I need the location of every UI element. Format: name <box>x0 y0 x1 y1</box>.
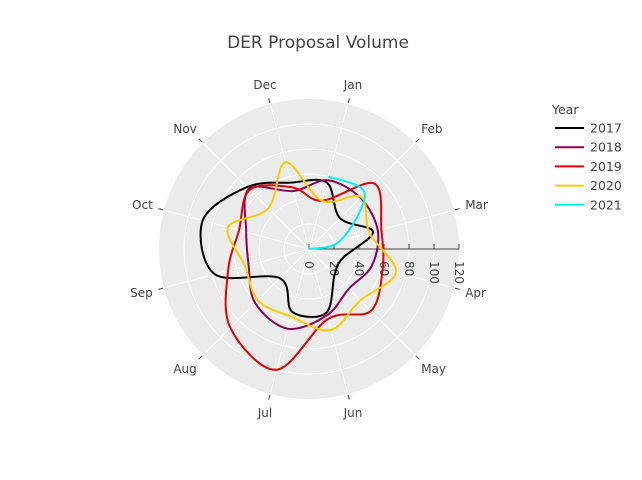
angular-tick-label: Sep <box>130 286 153 300</box>
legend-label: 2021 <box>590 197 622 212</box>
legend-item-2017[interactable]: 2017 <box>555 121 622 136</box>
angular-tick <box>198 138 203 143</box>
chart-title: DER Proposal Volume <box>227 33 409 53</box>
angular-gridline <box>308 142 416 250</box>
angular-gridline <box>202 248 310 356</box>
angular-tick <box>198 355 203 360</box>
radial-tick-label: 120 <box>452 261 466 284</box>
legend-label: 2019 <box>590 159 622 174</box>
angular-tick-label: Jan <box>343 78 363 92</box>
legend-item-2020[interactable]: 2020 <box>555 178 622 193</box>
angular-gridline <box>308 248 416 356</box>
series-line-2018 <box>243 179 380 331</box>
angular-tick <box>454 208 460 211</box>
angular-tick-label: Apr <box>465 286 486 300</box>
angular-gridline <box>308 248 349 395</box>
angular-gridline <box>308 248 455 289</box>
angular-tick <box>268 98 271 104</box>
angular-tick <box>158 208 164 211</box>
series-line-2021 <box>308 175 366 250</box>
radial-tick-label: 40 <box>352 261 366 276</box>
angular-tick-label: May <box>421 362 446 376</box>
legend-label: 2020 <box>590 178 622 193</box>
legend-item-2021[interactable]: 2021 <box>555 197 622 212</box>
angular-tick-label: Jun <box>343 406 363 420</box>
angular-axis: Jan Feb Mar Apr May Jun Jul Aug Sep Oct Nov Dec <box>130 78 488 420</box>
legend: Year 2017 2018 2019 2020 2021 <box>551 102 622 212</box>
traces <box>199 161 397 371</box>
angular-gridline <box>163 248 310 289</box>
legend-label: 2018 <box>590 140 622 155</box>
angular-tick <box>158 287 164 290</box>
series-line-2017 <box>199 178 374 318</box>
series-line-2020 <box>226 161 397 332</box>
radial-tick-label: 80 <box>402 261 416 276</box>
angular-tick-label: Nov <box>173 122 196 136</box>
angular-gridline <box>202 142 310 250</box>
angular-gridline <box>269 103 310 250</box>
radial-tick-label: 100 <box>427 261 441 284</box>
angular-tick <box>268 394 271 400</box>
legend-label: 2017 <box>590 121 622 136</box>
series-line-2019 <box>224 181 385 371</box>
angular-gridline <box>163 209 310 250</box>
legend-item-2018[interactable]: 2018 <box>555 140 622 155</box>
legend-title: Year <box>551 102 579 117</box>
angular-tick <box>347 394 350 400</box>
angular-tick-label: Oct <box>132 198 153 212</box>
angular-tick-label: Dec <box>253 78 276 92</box>
angular-tick <box>454 287 460 290</box>
angular-tick-label: Mar <box>465 198 488 212</box>
radial-tick-label: 60 <box>377 261 391 276</box>
angular-tick <box>347 98 350 104</box>
legend-item-2019[interactable]: 2019 <box>555 159 622 174</box>
angular-gridline <box>308 103 349 250</box>
angular-tick <box>415 355 420 360</box>
angular-tick-label: Aug <box>173 362 196 376</box>
angular-tick-label: Jul <box>257 406 272 420</box>
radial-tick-label: 0 <box>302 261 316 269</box>
angular-tick <box>415 138 420 143</box>
angular-tick-label: Feb <box>421 122 442 136</box>
